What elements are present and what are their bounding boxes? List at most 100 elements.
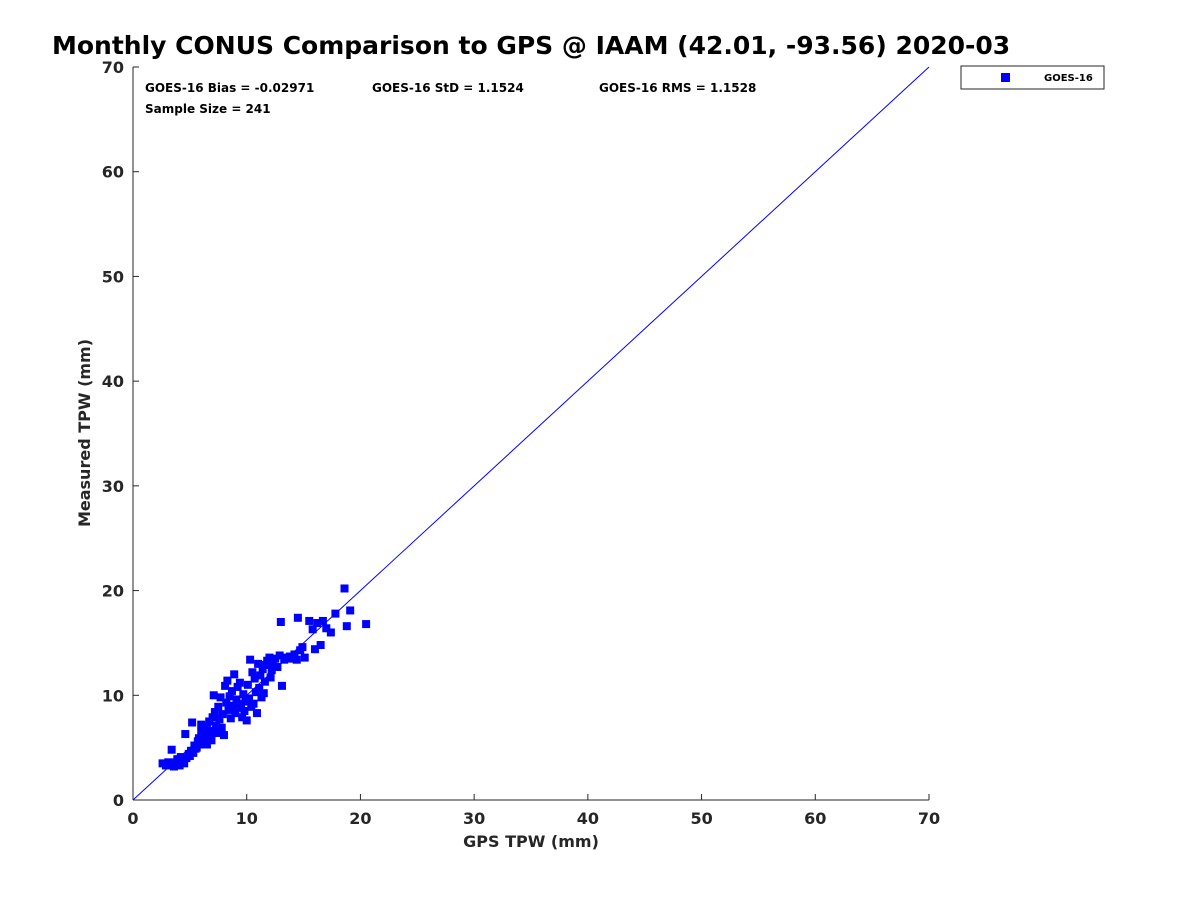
data-point bbox=[169, 762, 178, 771]
data-point bbox=[259, 689, 268, 698]
data-point bbox=[221, 681, 230, 690]
data-point bbox=[268, 658, 277, 667]
data-point bbox=[230, 670, 239, 679]
data-point bbox=[229, 701, 238, 710]
x-tick-label: 50 bbox=[690, 809, 712, 828]
data-point bbox=[275, 651, 284, 660]
legend-box bbox=[960, 65, 1105, 90]
data-point bbox=[222, 698, 231, 707]
data-point bbox=[210, 708, 219, 717]
data-point bbox=[235, 678, 244, 687]
data-point bbox=[293, 613, 302, 622]
data-point bbox=[212, 721, 221, 730]
data-point bbox=[167, 745, 176, 754]
data-point bbox=[305, 616, 314, 625]
data-point bbox=[340, 584, 349, 593]
data-point bbox=[238, 713, 247, 722]
data-point bbox=[240, 706, 249, 715]
data-point bbox=[298, 643, 307, 652]
x-tick-label: 30 bbox=[463, 809, 485, 828]
data-point bbox=[189, 748, 198, 757]
y-tick-label: 0 bbox=[113, 791, 124, 810]
data-point bbox=[362, 620, 371, 629]
data-point bbox=[217, 723, 226, 732]
data-point bbox=[208, 726, 217, 735]
data-point bbox=[318, 616, 327, 625]
data-point bbox=[208, 713, 217, 722]
data-point bbox=[322, 624, 331, 633]
data-point bbox=[271, 654, 280, 663]
x-axis-label: GPS TPW (mm) bbox=[463, 832, 599, 851]
legend-marker bbox=[1001, 73, 1010, 82]
data-point bbox=[207, 736, 216, 745]
data-point bbox=[181, 730, 190, 739]
data-point bbox=[237, 700, 246, 709]
y-axis-label: Measured TPW (mm) bbox=[75, 339, 94, 527]
data-point bbox=[277, 681, 286, 690]
data-point bbox=[257, 693, 266, 702]
data-point bbox=[227, 687, 236, 696]
data-point bbox=[209, 691, 218, 700]
legend: GOES-16 bbox=[960, 65, 1105, 90]
data-point bbox=[197, 720, 206, 729]
data-point bbox=[276, 617, 285, 626]
data-point bbox=[265, 653, 274, 662]
chart-title: Monthly CONUS Comparison to GPS @ IAAM (… bbox=[52, 31, 1010, 60]
data-point bbox=[180, 759, 189, 768]
data-point bbox=[215, 715, 224, 724]
stat-sample-size: Sample Size = 241 bbox=[145, 102, 271, 116]
stat-std: GOES-16 StD = 1.1524 bbox=[372, 81, 524, 95]
data-point bbox=[202, 722, 211, 731]
data-point bbox=[310, 645, 319, 654]
data-point bbox=[250, 674, 259, 683]
data-point bbox=[313, 619, 322, 628]
y-tick-label: 60 bbox=[102, 163, 124, 182]
data-point bbox=[244, 694, 253, 703]
axes bbox=[132, 67, 929, 801]
data-point bbox=[213, 728, 222, 737]
data-point bbox=[300, 653, 309, 662]
data-point bbox=[254, 659, 263, 668]
data-point bbox=[175, 761, 184, 770]
data-point bbox=[267, 666, 276, 675]
data-point bbox=[260, 677, 269, 686]
data-point bbox=[273, 663, 282, 672]
data-point bbox=[316, 641, 325, 650]
data-point bbox=[223, 676, 232, 685]
y-tick-label: 30 bbox=[102, 477, 124, 496]
data-point bbox=[214, 702, 223, 711]
data-point bbox=[251, 688, 260, 697]
y-tick-label: 50 bbox=[102, 267, 124, 286]
data-point bbox=[231, 709, 240, 718]
data-point bbox=[342, 622, 351, 631]
data-point bbox=[232, 695, 241, 704]
data-point bbox=[194, 734, 203, 743]
data-point bbox=[188, 718, 197, 727]
data-point bbox=[233, 682, 242, 691]
x-tick-label: 40 bbox=[577, 809, 599, 828]
x-tick-label: 70 bbox=[918, 809, 940, 828]
data-point bbox=[226, 714, 235, 723]
data-point bbox=[262, 660, 271, 669]
x-tick-label: 60 bbox=[804, 809, 826, 828]
y-tick-label: 70 bbox=[102, 58, 124, 77]
data-point bbox=[225, 692, 234, 701]
data-point bbox=[205, 717, 214, 726]
data-point bbox=[239, 690, 248, 699]
data-point bbox=[219, 731, 228, 740]
data-point bbox=[326, 628, 335, 637]
data-point bbox=[252, 709, 261, 718]
data-point bbox=[249, 699, 258, 708]
data-point bbox=[216, 693, 225, 702]
data-point bbox=[218, 710, 227, 719]
data-point bbox=[256, 671, 265, 680]
data-point bbox=[224, 705, 233, 714]
data-point bbox=[288, 654, 297, 663]
data-points-layer bbox=[158, 584, 371, 771]
data-point bbox=[176, 753, 185, 762]
data-point bbox=[202, 740, 211, 749]
y-tick-label: 10 bbox=[102, 686, 124, 705]
stat-bias: GOES-16 Bias = -0.02971 bbox=[145, 81, 314, 95]
